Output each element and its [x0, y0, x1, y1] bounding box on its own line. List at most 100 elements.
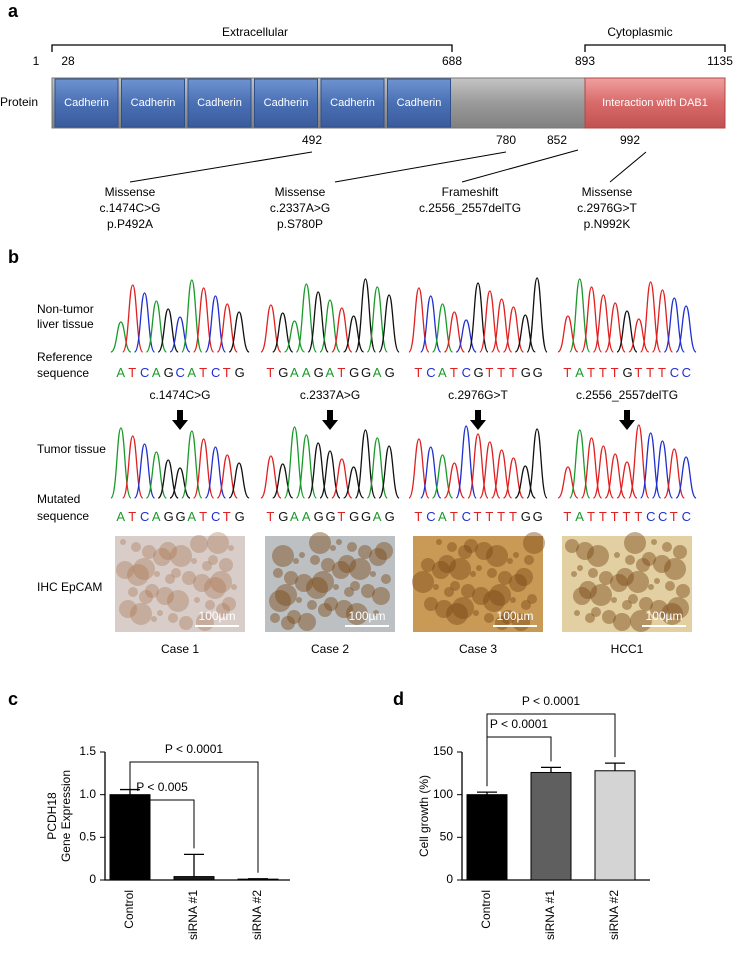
chromatogram-peak: [557, 466, 579, 499]
ihc-stain: [216, 603, 230, 617]
ihc-stain: [145, 584, 159, 598]
ihc-stain: [157, 610, 163, 616]
p-value: P < 0.0001: [165, 742, 223, 756]
ihc-stain: [524, 555, 534, 565]
ihc-stain: [421, 558, 435, 572]
ihc-stain: [473, 610, 479, 616]
mutation-text: c.1474C>G: [99, 201, 160, 215]
chromatogram-peak: [283, 426, 306, 499]
ihc-stain: [515, 568, 533, 586]
ihc-stain: [464, 539, 478, 553]
ihc-stain: [676, 584, 690, 598]
ihc-stain: [628, 594, 638, 604]
ihc-stain: [273, 568, 283, 578]
ihc-stain: [151, 616, 157, 622]
ihc-stain: [293, 558, 299, 564]
mutation-text: p.S780P: [277, 217, 323, 231]
x-tick-label: siRNA #2: [250, 890, 264, 940]
ihc-stain: [330, 545, 336, 551]
ihc-stain: [210, 571, 232, 593]
ihc-stain: [412, 571, 434, 593]
ihc-stain: [498, 571, 512, 585]
bar: [594, 770, 636, 881]
ihc-stain: [642, 552, 656, 566]
x-tick-label: siRNA #1: [186, 890, 200, 940]
arrow: [619, 410, 635, 430]
ihc-stain: [513, 552, 519, 558]
y-tick-label: 150: [433, 744, 453, 758]
ihc-stain: [170, 545, 192, 567]
ihc-stain: [458, 545, 472, 559]
ihc-stain: [159, 542, 177, 560]
x-tick-label: siRNA #1: [543, 890, 557, 940]
ihc-stain: [665, 581, 675, 591]
ihc-stain: [470, 571, 476, 577]
chromatogram-peak: [514, 314, 536, 353]
mutation-text: c.2556_2557delTG: [419, 201, 521, 215]
domain-label: Cadherin: [131, 97, 176, 109]
ihc-stain: [624, 532, 646, 554]
region-label: Extracellular: [222, 25, 288, 39]
scale-label: 100µm: [497, 609, 534, 623]
ihc-stain: [332, 561, 350, 579]
ihc-stain: [661, 603, 683, 625]
ihc-stain: [219, 558, 233, 572]
ihc-stain: [452, 597, 474, 619]
ihc-stain: [449, 558, 471, 580]
ihc-stain: [338, 555, 356, 573]
row-label: Reference: [37, 350, 93, 364]
mutation-text: p.P492A: [107, 217, 153, 231]
chromatogram-peak: [354, 429, 377, 499]
mutation-position: 852: [547, 133, 567, 147]
ihc-stain: [487, 568, 497, 578]
ihc-stain: [673, 545, 687, 559]
position-label: 893: [575, 54, 595, 68]
ihc-stain: [347, 542, 357, 552]
ihc-stain: [318, 603, 332, 617]
ihc-stain: [438, 555, 456, 573]
ihc-stain: [307, 600, 317, 610]
row-label: Protein: [0, 95, 38, 109]
chromatogram-peak: [343, 315, 365, 353]
y-tick-label: 0: [446, 872, 453, 886]
ihc-stain: [433, 584, 439, 590]
chromatogram-peak: [408, 287, 430, 353]
chromatogram-peak: [272, 463, 294, 499]
significance-bracket: [129, 783, 195, 849]
ihc-stain: [587, 545, 609, 567]
ihc-stain: [139, 590, 153, 604]
row-label: Tumor tissue: [37, 442, 106, 456]
chromatogram-peak: [122, 284, 144, 353]
p-value: P < 0.005: [136, 780, 188, 794]
row-label: Non-tumor: [37, 302, 94, 316]
ihc-stain: [204, 577, 226, 599]
ihc-stain: [501, 610, 515, 624]
y-axis-label: Cell growth (%): [417, 775, 431, 857]
chromatogram-peak: [455, 425, 477, 499]
ihc-stain: [182, 571, 196, 585]
chromatogram-peak: [260, 304, 282, 353]
significance-bracket: [486, 713, 616, 787]
ihc-stain: [625, 555, 635, 565]
ihc-stain: [324, 597, 338, 611]
case-label: Case 1: [161, 642, 199, 656]
ihc-stain: [461, 584, 475, 598]
ihc-stain: [128, 587, 138, 597]
ihc-stain: [193, 574, 211, 592]
ihc-stain: [130, 603, 152, 625]
ihc-stain: [208, 555, 218, 565]
domain-label: Interaction with DAB1: [602, 97, 708, 109]
ihc-stain: [662, 542, 672, 552]
mutation-text: p.N992K: [584, 217, 631, 231]
ihc-stain: [133, 558, 155, 580]
scale-label: 100µm: [199, 609, 236, 623]
ihc-stain: [510, 597, 516, 603]
case-label: HCC1: [611, 642, 644, 656]
ihc-stain: [489, 584, 511, 606]
mutation-lines: [129, 149, 647, 183]
cadherin-domain: [254, 78, 318, 128]
row-label: sequence: [37, 366, 89, 380]
